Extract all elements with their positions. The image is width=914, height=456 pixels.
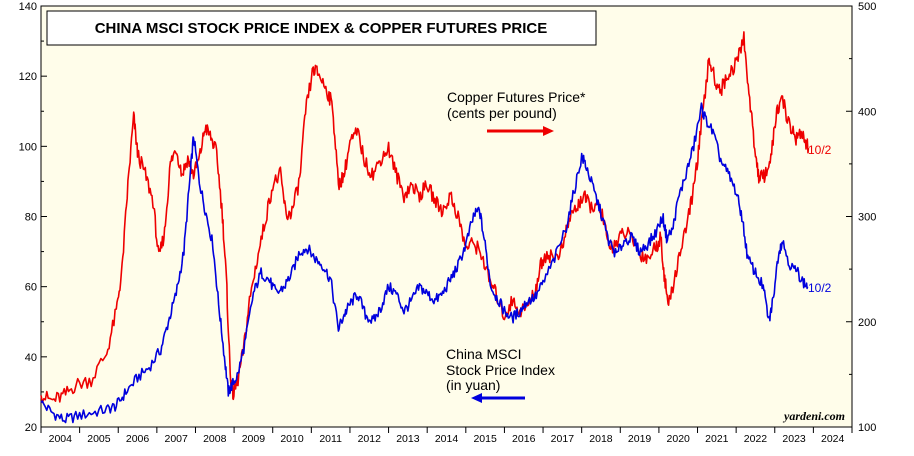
- x-axis: 2004 2005 2006 2007 2008 2009 2010 2011 2012 2013…: [40, 427, 853, 445]
- x-tick-label: 2004: [49, 433, 73, 445]
- y-left-tick-label: 80: [25, 212, 37, 224]
- watermark: yardeni.com: [782, 409, 845, 423]
- y-left-tick-label: 40: [25, 352, 37, 364]
- msci-annotation-line3: (in yuan): [446, 377, 500, 393]
- copper-arrow: [487, 126, 554, 136]
- x-tick-label: 2021: [705, 433, 729, 445]
- copper-series-line: [40, 31, 810, 404]
- msci-series-line: [40, 102, 809, 424]
- x-tick-label: 2024: [821, 433, 845, 445]
- x-tick-label: 2023: [782, 433, 806, 445]
- x-tick-label: 2010: [280, 433, 304, 445]
- x-tick-label: 2013: [396, 433, 420, 445]
- x-tick-label: 2016: [512, 433, 536, 445]
- x-tick-label: 2022: [744, 433, 768, 445]
- msci-annotation-line1: China MSCI: [446, 346, 521, 362]
- x-tick-label: 2012: [358, 433, 382, 445]
- y-left-tick-label: 60: [25, 282, 37, 294]
- copper-end-label: 10/2: [808, 143, 832, 157]
- x-tick-label: 2009: [242, 433, 266, 445]
- plot-area: [40, 5, 853, 428]
- y-left-tick-label: 100: [19, 141, 37, 153]
- y-right-tick-label: 200: [858, 317, 876, 329]
- y-axis-left: 20 40 60 80 100 120 140: [19, 1, 47, 434]
- msci-end-label: 10/2: [808, 281, 832, 295]
- x-tick-label: 2005: [87, 433, 111, 445]
- x-tick-label: 2006: [126, 433, 150, 445]
- series-layer: [40, 31, 810, 424]
- y-axis-right: 100 200 300 400 500: [846, 1, 876, 434]
- x-tick-label: 2017: [551, 433, 575, 445]
- y-right-tick-label: 500: [858, 1, 876, 13]
- x-tick-label: 2019: [628, 433, 652, 445]
- x-tick-label: 2014: [435, 433, 459, 445]
- y-left-tick-label: 140: [19, 1, 37, 13]
- y-right-tick-label: 300: [858, 212, 876, 224]
- copper-annotation-line1: Copper Futures Price*: [447, 89, 586, 105]
- msci-annotation-line2: Stock Price Index: [446, 362, 555, 378]
- y-right-tick-label: 400: [858, 106, 876, 118]
- y-left-tick-label: 120: [19, 71, 37, 83]
- x-tick-label: 2011: [319, 433, 342, 445]
- y-right-tick-label: 100: [858, 422, 876, 434]
- x-tick-label: 2018: [589, 433, 613, 445]
- x-tick-label: 2008: [203, 433, 227, 445]
- chart-title: CHINA MSCI STOCK PRICE INDEX & COPPER FU…: [95, 20, 548, 37]
- y-left-tick-label: 20: [25, 422, 37, 434]
- copper-annotation-line2: (cents per pound): [447, 105, 557, 121]
- title-box: [46, 10, 597, 46]
- x-tick-label: 2015: [473, 433, 497, 445]
- x-tick-label: 2007: [164, 433, 188, 445]
- x-tick-label: 2020: [667, 433, 691, 445]
- msci-arrow: [471, 393, 525, 403]
